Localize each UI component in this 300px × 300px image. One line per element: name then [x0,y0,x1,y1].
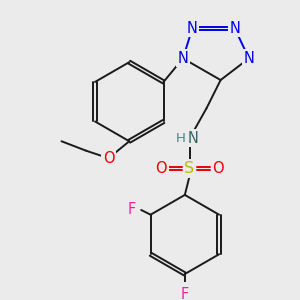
Text: F: F [181,287,189,300]
Text: N: N [229,21,240,36]
Text: H: H [176,132,186,145]
Text: O: O [155,161,167,176]
Text: S: S [184,161,195,176]
Text: N: N [178,51,188,66]
Text: O: O [103,151,114,166]
Text: O: O [212,161,224,176]
Text: F: F [128,202,136,217]
Text: N: N [243,51,254,66]
Text: N: N [187,21,198,36]
Text: N: N [188,131,199,146]
